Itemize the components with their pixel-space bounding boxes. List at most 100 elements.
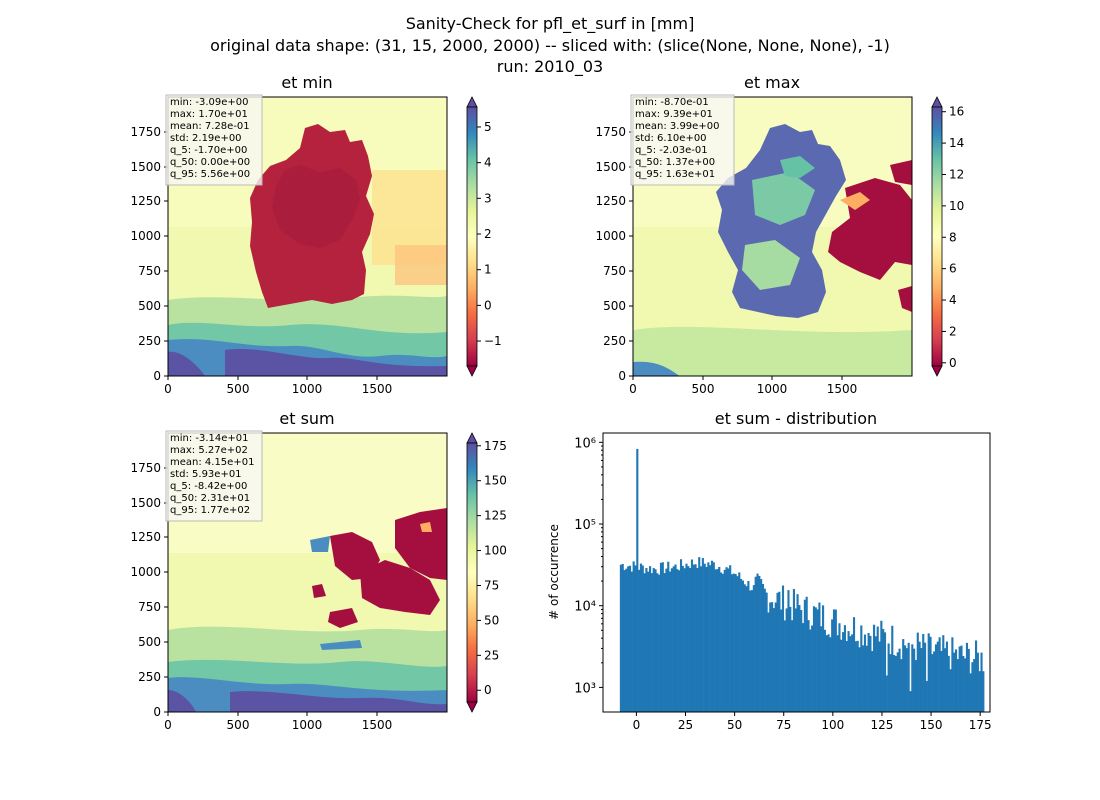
histogram-bar: [716, 569, 719, 712]
stats-line: q_5: -2.03e-01: [635, 145, 708, 156]
histogram-bar: [736, 576, 739, 712]
y-tick-label: 10³: [574, 681, 596, 696]
stats-line: q_95: 1.63e+01: [635, 169, 715, 180]
histogram-bar: [632, 561, 635, 712]
colorbar-extend-bottom: [466, 701, 478, 713]
y-tick-label: 500: [603, 299, 626, 313]
histogram-bar: [650, 573, 653, 712]
x-tick-label: 500: [227, 718, 250, 732]
histogram-bar: [807, 620, 810, 712]
histogram-bar: [922, 633, 925, 712]
stats-line: min: -3.14e+01: [170, 433, 249, 444]
histogram-bar: [980, 652, 983, 712]
histogram-bar: [648, 566, 652, 712]
histogram-bar: [924, 642, 927, 712]
colorbar-tick-label: 10: [949, 199, 964, 213]
colorbar-tick-label: 6: [949, 262, 957, 276]
y-ticks: 0 250 500 750 1000 1250 1500 1750: [130, 125, 168, 383]
histogram-bar: [945, 641, 948, 712]
histogram-bar: [940, 650, 943, 712]
histogram-bar: [656, 573, 659, 712]
histogram-bar: [823, 629, 826, 712]
histogram-bar: [696, 567, 699, 712]
stats-line: q_5: -1.70e+00: [170, 145, 247, 156]
histogram-bar: [909, 691, 912, 712]
stats-line: max: 9.39e+01: [635, 109, 713, 120]
colorbar-tick-label: 4: [949, 293, 957, 307]
colorbar-extend-top: [931, 96, 943, 108]
histogram-bar: [652, 568, 655, 712]
x-tick-label: 75: [776, 718, 791, 732]
colorbar: −1 0 1 2 3 4 5: [466, 96, 502, 377]
histogram-bar: [834, 609, 837, 712]
x-tick-label: 100: [821, 718, 844, 732]
colorbar-tick-label: 0: [484, 298, 492, 312]
y-tick-label: 1750: [130, 461, 161, 475]
histogram-bar: [796, 594, 799, 712]
histogram-bar: [964, 658, 967, 712]
histogram-bar: [873, 624, 876, 712]
histogram-bar: [871, 651, 874, 712]
histogram-bar: [698, 557, 701, 712]
histogram-bar: [880, 620, 883, 712]
histogram-bar: [670, 568, 673, 712]
histogram-bar: [776, 592, 779, 712]
histogram-bar: [865, 645, 868, 712]
histogram-bar: [913, 648, 916, 712]
panel-title: et max: [744, 73, 800, 92]
y-ticks: 0 250 500 750 1000 1250 1500 1750: [595, 125, 633, 383]
histogram-bar: [874, 636, 877, 712]
y-tick-label: 1500: [595, 160, 626, 174]
y-tick-label: 250: [138, 334, 161, 348]
x-tick-label: 1500: [362, 718, 393, 732]
histogram-bar: [854, 641, 857, 712]
histogram-bar: [827, 634, 830, 712]
panel-et-sum-distribution: et sum - distribution 0 25 50 75 100 125 150 17…: [547, 409, 992, 732]
histogram-bar: [692, 564, 695, 712]
y-tick-label: 1500: [130, 160, 161, 174]
histogram-bar: [889, 654, 892, 712]
histogram-bar: [876, 626, 879, 712]
y-tick-label: 1750: [130, 125, 161, 139]
histogram-bar: [732, 573, 735, 712]
colorbar-tick-label: 1: [484, 263, 492, 277]
colorbar-extend-top: [466, 432, 478, 444]
histogram-bar: [638, 569, 641, 712]
histogram-bar: [967, 648, 970, 712]
histogram-bar: [771, 602, 774, 712]
histogram-bar: [931, 654, 934, 712]
colorbar-tick-label: 0: [484, 683, 492, 697]
x-tick-label: 0: [629, 382, 637, 396]
histogram-bar: [772, 608, 775, 712]
y-tick-label: 1250: [595, 194, 626, 208]
stats-line: max: 1.70e+01: [170, 109, 248, 120]
histogram-bar: [672, 566, 675, 712]
y-tick-label: 1500: [130, 496, 161, 510]
stats-line: q_50: 1.37e+00: [635, 157, 715, 168]
histogram-bar: [962, 655, 965, 712]
histogram-bar: [752, 585, 755, 712]
colorbar-tick-label: 150: [484, 474, 507, 488]
histogram-bar: [701, 558, 704, 712]
histogram-bar: [958, 646, 961, 712]
colorbar-ticks: 0 2 4 6 8 10 12 14 16: [942, 105, 964, 370]
colorbar-tick-label: 175: [484, 439, 507, 453]
histogram-bar: [730, 574, 734, 712]
histogram-bar: [709, 565, 712, 712]
stats-line: mean: 3.99e+00: [635, 121, 719, 132]
histogram-bar: [621, 564, 624, 712]
y-tick-label: 1000: [595, 229, 626, 243]
histogram-bar: [774, 602, 777, 712]
y-tick-label: 500: [138, 635, 161, 649]
panel-title: et sum: [279, 409, 334, 428]
colorbar-tick-label: 2: [484, 227, 492, 241]
colorbar-tick-label: 5: [484, 120, 492, 134]
panel-et-max: et max 0 500 1000 1500 0 250 5: [595, 73, 964, 396]
colorbar: 0 2 4 6 8 10 12 14 16: [931, 96, 964, 377]
histogram-bar: [699, 566, 703, 712]
histogram-bar: [927, 633, 930, 712]
histogram-bar: [645, 567, 648, 712]
histogram-bar: [689, 568, 692, 712]
histogram-bar: [803, 599, 806, 712]
